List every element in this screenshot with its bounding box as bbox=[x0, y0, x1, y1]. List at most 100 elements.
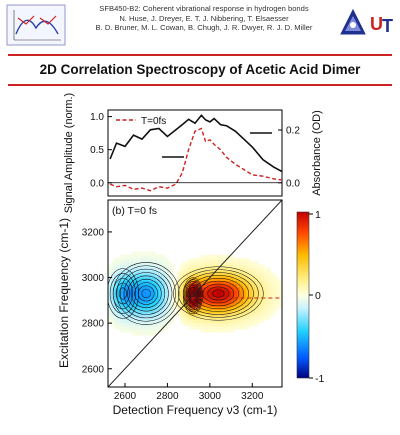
heatmap-cell bbox=[189, 290, 193, 294]
heatmap-cell bbox=[270, 283, 274, 288]
heatmap-cell bbox=[120, 277, 124, 281]
heatmap-cell bbox=[180, 299, 184, 304]
heatmap-cell bbox=[225, 261, 229, 265]
heatmap-cell bbox=[231, 306, 235, 311]
heatmap-cell bbox=[201, 328, 205, 333]
heatmap-cell bbox=[132, 274, 136, 278]
heatmap-cell bbox=[231, 299, 235, 304]
heatmap-cell bbox=[222, 254, 226, 259]
heatmap-cell bbox=[225, 296, 229, 301]
heatmap-cell bbox=[111, 283, 115, 288]
heatmap-cell bbox=[192, 258, 196, 262]
heatmap-cell bbox=[144, 312, 148, 317]
heatmap-cell bbox=[207, 258, 211, 262]
heatmap-cell bbox=[114, 306, 118, 311]
heatmap-cell bbox=[222, 274, 226, 278]
heatmap-cell bbox=[207, 319, 211, 323]
heatmap-cell bbox=[243, 296, 247, 301]
heatmap-cell bbox=[240, 277, 244, 281]
heatmap-cell bbox=[180, 280, 184, 285]
heatmap-cell bbox=[189, 306, 193, 311]
heatmap-cell bbox=[246, 293, 250, 298]
heatmap-cell bbox=[246, 319, 250, 323]
heatmap-cell bbox=[186, 267, 190, 272]
heatmap-cell bbox=[144, 328, 148, 333]
heatmap-cell bbox=[240, 296, 244, 301]
heatmap-cell bbox=[225, 303, 229, 307]
heatmap-cell bbox=[150, 277, 154, 281]
heatmap-cell bbox=[234, 274, 238, 278]
heatmap-cell bbox=[123, 325, 127, 330]
heatmap-cell bbox=[264, 306, 268, 311]
heatmap-cell bbox=[168, 312, 172, 317]
heatmap-cell bbox=[252, 319, 256, 323]
heatmap-cell bbox=[126, 254, 130, 259]
contour-line bbox=[127, 275, 166, 312]
heatmap-cell bbox=[249, 274, 253, 278]
heatmap-cell bbox=[180, 264, 184, 269]
heatmap-cell bbox=[222, 283, 226, 288]
heatmap-cell bbox=[165, 309, 169, 314]
heatmap-cell bbox=[231, 261, 235, 265]
heatmap-cell bbox=[126, 290, 130, 294]
heatmap-cell bbox=[276, 296, 280, 301]
heatmap-cell bbox=[174, 280, 178, 285]
heatmap-cell bbox=[150, 325, 154, 330]
contour-line bbox=[187, 286, 198, 305]
heatmap-cell bbox=[225, 280, 229, 285]
heatmap-cell bbox=[120, 258, 124, 262]
heatmap-cell bbox=[132, 309, 136, 314]
heatmap-cell bbox=[111, 309, 115, 314]
heatmap-cell bbox=[117, 264, 121, 269]
heatmap-cell bbox=[156, 296, 160, 301]
heatmap-cell bbox=[207, 264, 211, 269]
heatmap-cell bbox=[234, 325, 238, 330]
heatmap-cell bbox=[135, 296, 139, 301]
heatmap-cell bbox=[204, 296, 208, 301]
heatmap-cell bbox=[192, 299, 196, 304]
heatmap-cell bbox=[267, 280, 271, 285]
heatmap-cell bbox=[150, 309, 154, 314]
heatmap-cell bbox=[177, 296, 181, 301]
heatmap-cell bbox=[201, 280, 205, 285]
heatmap-cell bbox=[219, 283, 223, 288]
heatmap-cell bbox=[117, 322, 121, 327]
heatmap-cell bbox=[213, 287, 217, 291]
contour-line bbox=[137, 285, 155, 302]
heatmap-cell bbox=[273, 306, 277, 311]
heatmap-cell bbox=[120, 293, 124, 298]
heatmap-cell bbox=[177, 277, 181, 281]
heatmap-cell bbox=[204, 270, 208, 275]
heatmap-cell bbox=[138, 303, 142, 307]
heatmap-cell bbox=[240, 293, 244, 298]
heatmap-cell bbox=[210, 287, 214, 291]
heatmap-cell bbox=[114, 293, 118, 298]
heatmap-cell bbox=[171, 290, 175, 294]
heatmap-cell bbox=[171, 287, 175, 291]
title-rule-top bbox=[8, 54, 392, 56]
heatmap-cell bbox=[264, 280, 268, 285]
heatmap-cell bbox=[228, 296, 232, 301]
y-tick-label: 3200 bbox=[82, 227, 105, 238]
heatmap-cell bbox=[123, 303, 127, 307]
heatmap-cell bbox=[186, 277, 190, 281]
heatmap-cell bbox=[273, 309, 277, 314]
uoft-logo-icon: U T bbox=[368, 10, 396, 36]
heatmap-cell bbox=[117, 283, 121, 288]
heatmap-cell bbox=[213, 258, 217, 262]
heatmap-cell bbox=[204, 293, 208, 298]
heatmap-cell bbox=[210, 319, 214, 323]
heatmap-cell bbox=[150, 328, 154, 333]
heatmap-cell bbox=[252, 264, 256, 269]
heatmap-cell bbox=[129, 258, 133, 262]
heatmap-cell bbox=[132, 254, 136, 259]
heatmap-cell bbox=[198, 299, 202, 304]
heatmap-cell bbox=[219, 309, 223, 314]
heatmap-cell bbox=[144, 283, 148, 288]
heatmap-cell bbox=[129, 319, 133, 323]
heatmap-cell bbox=[171, 270, 175, 275]
heatmap-cell bbox=[138, 328, 142, 333]
heatmap-cell bbox=[168, 283, 172, 288]
heatmap-cell bbox=[261, 306, 265, 311]
heatmap-cell bbox=[249, 293, 253, 298]
